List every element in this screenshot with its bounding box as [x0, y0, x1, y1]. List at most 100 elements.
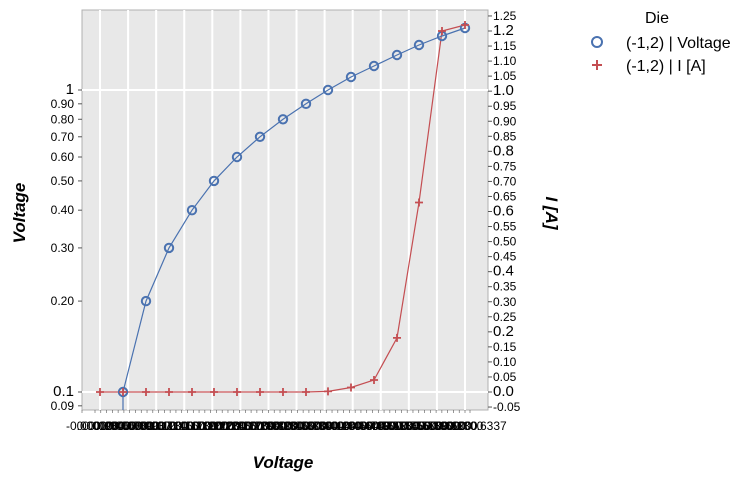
- current-point[interactable]: [210, 388, 218, 396]
- x-tick-label: 0.0500: [106, 419, 143, 433]
- x-tick-label: 0.3600: [291, 419, 328, 433]
- x-tick-label: 0.6100: [435, 419, 472, 433]
- right-tick-label: 0.75: [493, 159, 517, 173]
- right-tick-label: 0.8: [493, 142, 514, 159]
- x-tick-label: 0.4400: [337, 419, 374, 433]
- left-tick-label: 0.30: [51, 241, 75, 255]
- voltage-point[interactable]: [140, 295, 152, 307]
- x-tick-label: 0.4300: [331, 419, 368, 433]
- right-tick-label: -0.05: [493, 400, 521, 414]
- current-point[interactable]: [302, 388, 310, 396]
- right-tick-label: 0.6: [493, 203, 514, 220]
- left-y-axis: 0.090.1 0.20 0.30 0.40 0.50 0.60 0.70 0.800.901: [51, 81, 82, 413]
- left-tick-label: 0.20: [51, 294, 75, 308]
- current-point[interactable]: [324, 387, 332, 396]
- x-tick-label: 0.1300: [158, 419, 195, 433]
- current-point[interactable]: [96, 388, 104, 396]
- left-tick-label: 0.40: [51, 203, 75, 217]
- current-point[interactable]: [142, 388, 150, 396]
- x-tick-label: 0.5300: [389, 419, 426, 433]
- voltage-point[interactable]: [208, 175, 220, 187]
- legend-item-current[interactable]: (-1,2) | I [A]: [592, 58, 706, 75]
- x-tick-label: 0.1500: [169, 419, 206, 433]
- x-tick-label: 0.3500: [285, 419, 322, 433]
- current-point[interactable]: [393, 333, 401, 342]
- left-tick-label: 0.70: [51, 130, 75, 144]
- left-tick-label: 0.1: [53, 383, 74, 400]
- current-point[interactable]: [461, 20, 469, 29]
- voltage-point[interactable]: [413, 39, 425, 51]
- right-tick-label: 1.10: [493, 54, 517, 68]
- plus-marker-icon: [592, 60, 602, 70]
- voltage-point[interactable]: [345, 71, 357, 83]
- x-tick-label: 0.2500: [227, 419, 264, 433]
- x-tick-label: 0.6000: [429, 419, 466, 433]
- right-tick-label: 0.4: [493, 263, 514, 280]
- voltage-series-line: [122, 27, 466, 410]
- x-tick-label: 0.5600: [406, 419, 443, 433]
- x-tick-label: 0.1100: [146, 419, 182, 433]
- voltage-point[interactable]: [300, 98, 312, 110]
- left-tick-label: 0.09: [51, 399, 75, 413]
- current-point[interactable]: [347, 383, 355, 392]
- current-point[interactable]: [370, 375, 378, 384]
- current-point[interactable]: [415, 198, 423, 207]
- x-tick-label: 0.0300: [94, 419, 131, 433]
- right-tick-label: 0.95: [493, 99, 517, 113]
- x-tick-label: 0.0100: [82, 419, 119, 433]
- x-tick-label: 0.4700: [354, 419, 391, 433]
- x-tick-label: 0.3700: [296, 419, 333, 433]
- x-tick-label: 0.0200: [88, 419, 125, 433]
- right-tick-label: 0.35: [493, 280, 517, 294]
- voltage-point[interactable]: [254, 131, 266, 142]
- voltage-point[interactable]: [186, 204, 198, 216]
- current-point[interactable]: [188, 388, 196, 396]
- right-tick-label: 1.25: [493, 9, 517, 23]
- voltage-point[interactable]: [391, 49, 403, 61]
- current-point[interactable]: [165, 388, 173, 396]
- legend-label-current: (-1,2) | I [A]: [626, 58, 706, 75]
- x-tick-label: 0.0400: [100, 419, 137, 433]
- left-tick-label: 0.80: [51, 112, 75, 126]
- voltage-point[interactable]: [163, 242, 175, 254]
- x-tick-label: 0.2900: [250, 419, 287, 433]
- voltage-point[interactable]: [277, 114, 289, 125]
- right-tick-label: 0.70: [493, 174, 517, 188]
- legend: Die (-1,2) | Voltage (-1,2) | I [A]: [591, 10, 731, 75]
- current-point[interactable]: [119, 388, 127, 396]
- voltage-point[interactable]: [231, 151, 243, 163]
- current-point[interactable]: [279, 388, 287, 396]
- current-point[interactable]: [256, 388, 264, 396]
- x-tick-label: 0.6300: [447, 419, 484, 433]
- x-tick-label: 0.1000: [140, 419, 177, 433]
- right-tick-label: 1.15: [493, 39, 517, 53]
- right-tick-label: 0.45: [493, 250, 517, 264]
- x-axis: -0.00000.00000.01000.02000.03000.04000.0…: [66, 410, 507, 433]
- voltage-point[interactable]: [117, 386, 129, 398]
- x-tick-label: 0.5100: [377, 419, 414, 433]
- x-tick-label: 0.3300: [273, 419, 310, 433]
- x-tick-label: 0.4100: [319, 419, 356, 433]
- right-tick-label: 0.65: [493, 189, 517, 203]
- right-tick-label: 0.0: [493, 383, 514, 400]
- right-tick-label: 0.10: [493, 355, 517, 369]
- x-tick-label: 0.0937: [134, 419, 171, 433]
- right-tick-label: 0.55: [493, 220, 517, 234]
- x-tick-label: 0.3100: [262, 419, 299, 433]
- legend-title: Die: [645, 10, 669, 27]
- right-tick-label: 0.05: [493, 370, 517, 384]
- voltage-point[interactable]: [368, 60, 380, 72]
- plot-area: [81, 9, 489, 411]
- current-point[interactable]: [233, 388, 241, 396]
- x-tick-label: 0.2100: [204, 419, 241, 433]
- legend-item-voltage[interactable]: (-1,2) | Voltage: [591, 35, 731, 52]
- x-tick-label: 0.1200: [152, 419, 189, 433]
- x-tick-label: 0.2600: [233, 419, 270, 433]
- x-tick-label: 0.2800: [244, 419, 281, 433]
- current-point[interactable]: [438, 27, 446, 35]
- x-tick-label: 0.4500: [343, 419, 380, 433]
- grid-lines: [82, 10, 488, 410]
- right-tick-label: 0.90: [493, 114, 517, 128]
- voltage-point[interactable]: [322, 84, 334, 96]
- x-tick-label: 0.4000: [314, 419, 351, 433]
